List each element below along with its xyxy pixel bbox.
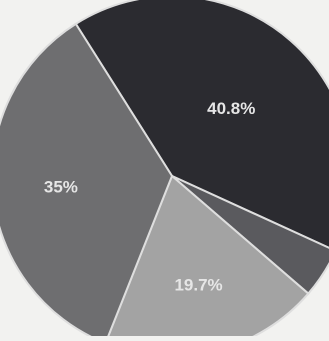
pie-slice-label-2: 19.7%	[174, 275, 222, 294]
pie-slice-3	[0, 22, 174, 341]
pie-slice-label-0: 40.8%	[207, 99, 255, 118]
pie-slice-label-3: 35%	[44, 177, 78, 196]
pie-slice-2	[105, 174, 310, 341]
pie-slice-0	[74, 0, 329, 249]
pie-labels: 40.8% 19.7% 35%	[44, 99, 255, 294]
